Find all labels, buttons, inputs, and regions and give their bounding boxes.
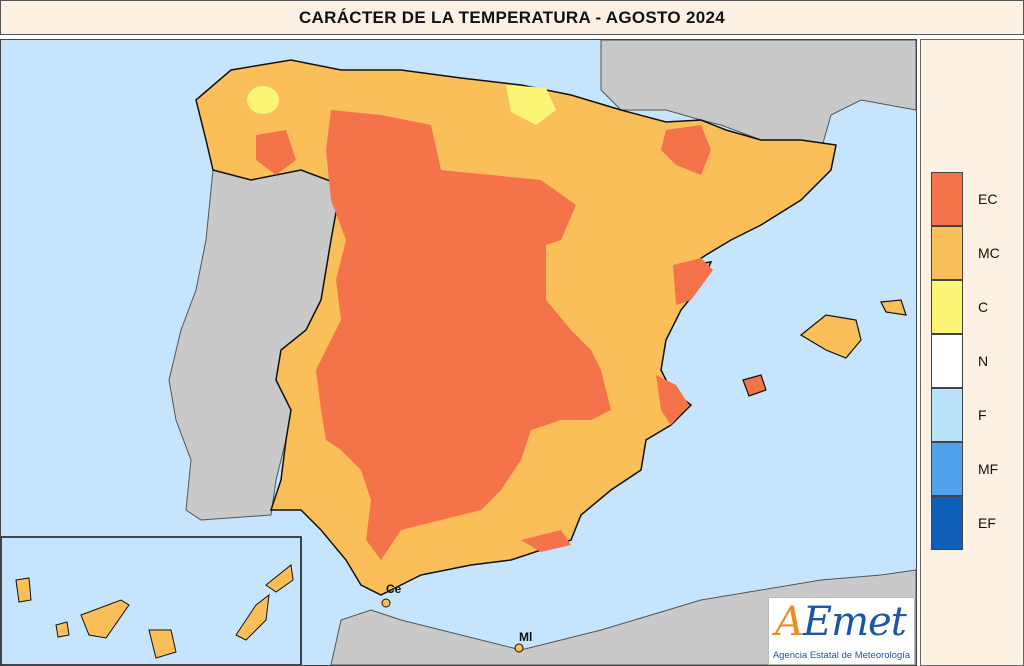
legend-label: MF — [978, 461, 999, 477]
ceuta-label: Ce — [386, 582, 402, 596]
legend-panel: EC MC C N F MF EF — [920, 39, 1024, 666]
legend-item-mc: MC — [931, 226, 1016, 280]
legend-item-n: N — [931, 334, 1016, 388]
legend-label: MC — [978, 245, 1000, 261]
legend-item-ef: EF — [931, 496, 1016, 550]
aemet-logo-wordmark: AEmet — [775, 599, 907, 645]
ec-zone-galicia — [256, 130, 296, 175]
canary-island — [265, 564, 294, 593]
melilla-label: Ml — [519, 630, 533, 644]
c-zone-galicia — [247, 86, 279, 114]
ec-zone-catalonia — [661, 125, 711, 175]
ec-zone-center — [316, 110, 611, 560]
ibiza — [742, 374, 767, 397]
legend-swatch — [931, 496, 963, 550]
legend-label: F — [978, 407, 987, 423]
legend-item-f: F — [931, 388, 1016, 442]
legend-item-ec: EC — [931, 172, 1016, 226]
legend-swatch — [931, 442, 963, 496]
canary-island — [55, 621, 70, 638]
c-zone-navarra — [506, 85, 556, 125]
canary-island — [15, 577, 32, 603]
temperature-map — [1, 40, 916, 665]
legend-swatch — [931, 226, 963, 280]
map-frame: Ce Ml AEmet Agencia Estatal de Meteorolo… — [0, 39, 917, 666]
canary-island — [235, 593, 270, 641]
ceuta-marker — [381, 598, 391, 608]
title-bar: CARÁCTER DE LA TEMPERATURA - AGOSTO 2024 — [0, 0, 1024, 35]
menorca — [880, 299, 907, 316]
legend-item-mf: MF — [931, 442, 1016, 496]
legend-swatch — [931, 334, 963, 388]
legend-swatch — [931, 388, 963, 442]
legend-label: C — [978, 299, 989, 315]
legend-label: EC — [978, 191, 998, 207]
mallorca — [799, 314, 862, 359]
melilla-marker — [514, 643, 524, 653]
canary-inset-frame — [1, 536, 302, 665]
aemet-logo: AEmet Agencia Estatal de Meteorología — [768, 597, 915, 665]
legend-swatch — [931, 280, 963, 334]
legend-swatch — [931, 172, 963, 226]
ec-zone-almeria — [521, 530, 571, 552]
legend-item-c: C — [931, 280, 1016, 334]
aemet-logo-subtitle: Agencia Estatal de Meteorología — [772, 650, 911, 661]
map-title: CARÁCTER DE LA TEMPERATURA - AGOSTO 2024 — [298, 7, 726, 27]
ec-zone-valencia-coast — [673, 258, 713, 305]
legend-label: EF — [978, 515, 996, 531]
canary-island — [80, 599, 130, 639]
legend-label: N — [978, 353, 989, 369]
ec-zone-alicante — [656, 375, 689, 425]
canary-island — [148, 629, 177, 659]
